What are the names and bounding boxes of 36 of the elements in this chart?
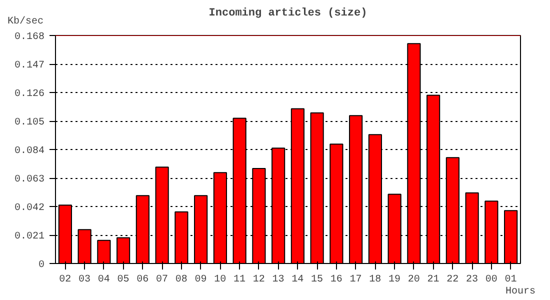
x-tick-label: 17 [350, 274, 362, 286]
x-tick-label: 21 [427, 274, 440, 286]
x-tick-label: 01 [504, 274, 517, 286]
x-tick-label: 13 [272, 274, 284, 286]
chart-title: Incoming articles (size) [208, 8, 368, 20]
x-tick-label: 14 [292, 274, 304, 286]
x-tick-label: 19 [388, 274, 401, 286]
y-tick-label: 0.084 [14, 146, 45, 157]
x-tick-label: 10 [214, 274, 226, 286]
x-axis-title: Hours [506, 286, 536, 298]
x-tick-label: 16 [330, 274, 342, 286]
y-tick-label: 0.126 [14, 89, 45, 100]
x-tick-label: 07 [156, 274, 168, 286]
x-tick-label: 04 [98, 274, 110, 286]
y-tick-label: 0.105 [14, 118, 45, 128]
x-tick-label: 05 [117, 274, 130, 286]
x-tick-label: 00 [485, 274, 498, 286]
x-tick-label: 12 [252, 274, 265, 286]
x-tick-label: 08 [175, 274, 188, 286]
x-tick-label: 18 [369, 274, 382, 286]
y-axis-title: Kb/sec [8, 16, 44, 28]
y-tick-label: 0.042 [14, 203, 45, 214]
y-tick-label: 0.063 [14, 174, 45, 186]
x-tick-label: 15 [311, 274, 324, 286]
x-tick-label: 20 [408, 274, 420, 286]
x-tick-label: 22 [446, 274, 459, 286]
x-tick-label: 03 [78, 274, 91, 286]
y-tick-label: 0 [38, 260, 45, 271]
x-tick-label: 09 [194, 274, 207, 286]
x-tick-label: 02 [59, 274, 72, 286]
y-tick-label: 0.168 [14, 32, 45, 43]
x-tick-label: 06 [136, 274, 149, 286]
y-tick-label: 0.021 [14, 232, 45, 242]
y-tick-label: 0.147 [14, 60, 45, 72]
x-tick-label: 23 [466, 274, 478, 286]
x-tick-label: 11 [234, 274, 246, 286]
